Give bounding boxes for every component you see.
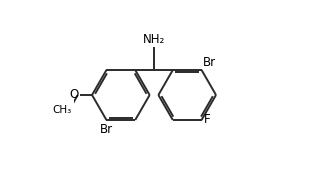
Text: F: F (204, 114, 210, 126)
Text: CH₃: CH₃ (53, 105, 72, 115)
Text: O: O (70, 89, 79, 102)
Text: NH₂: NH₂ (143, 33, 165, 46)
Text: Br: Br (204, 56, 216, 69)
Text: Br: Br (100, 122, 113, 136)
